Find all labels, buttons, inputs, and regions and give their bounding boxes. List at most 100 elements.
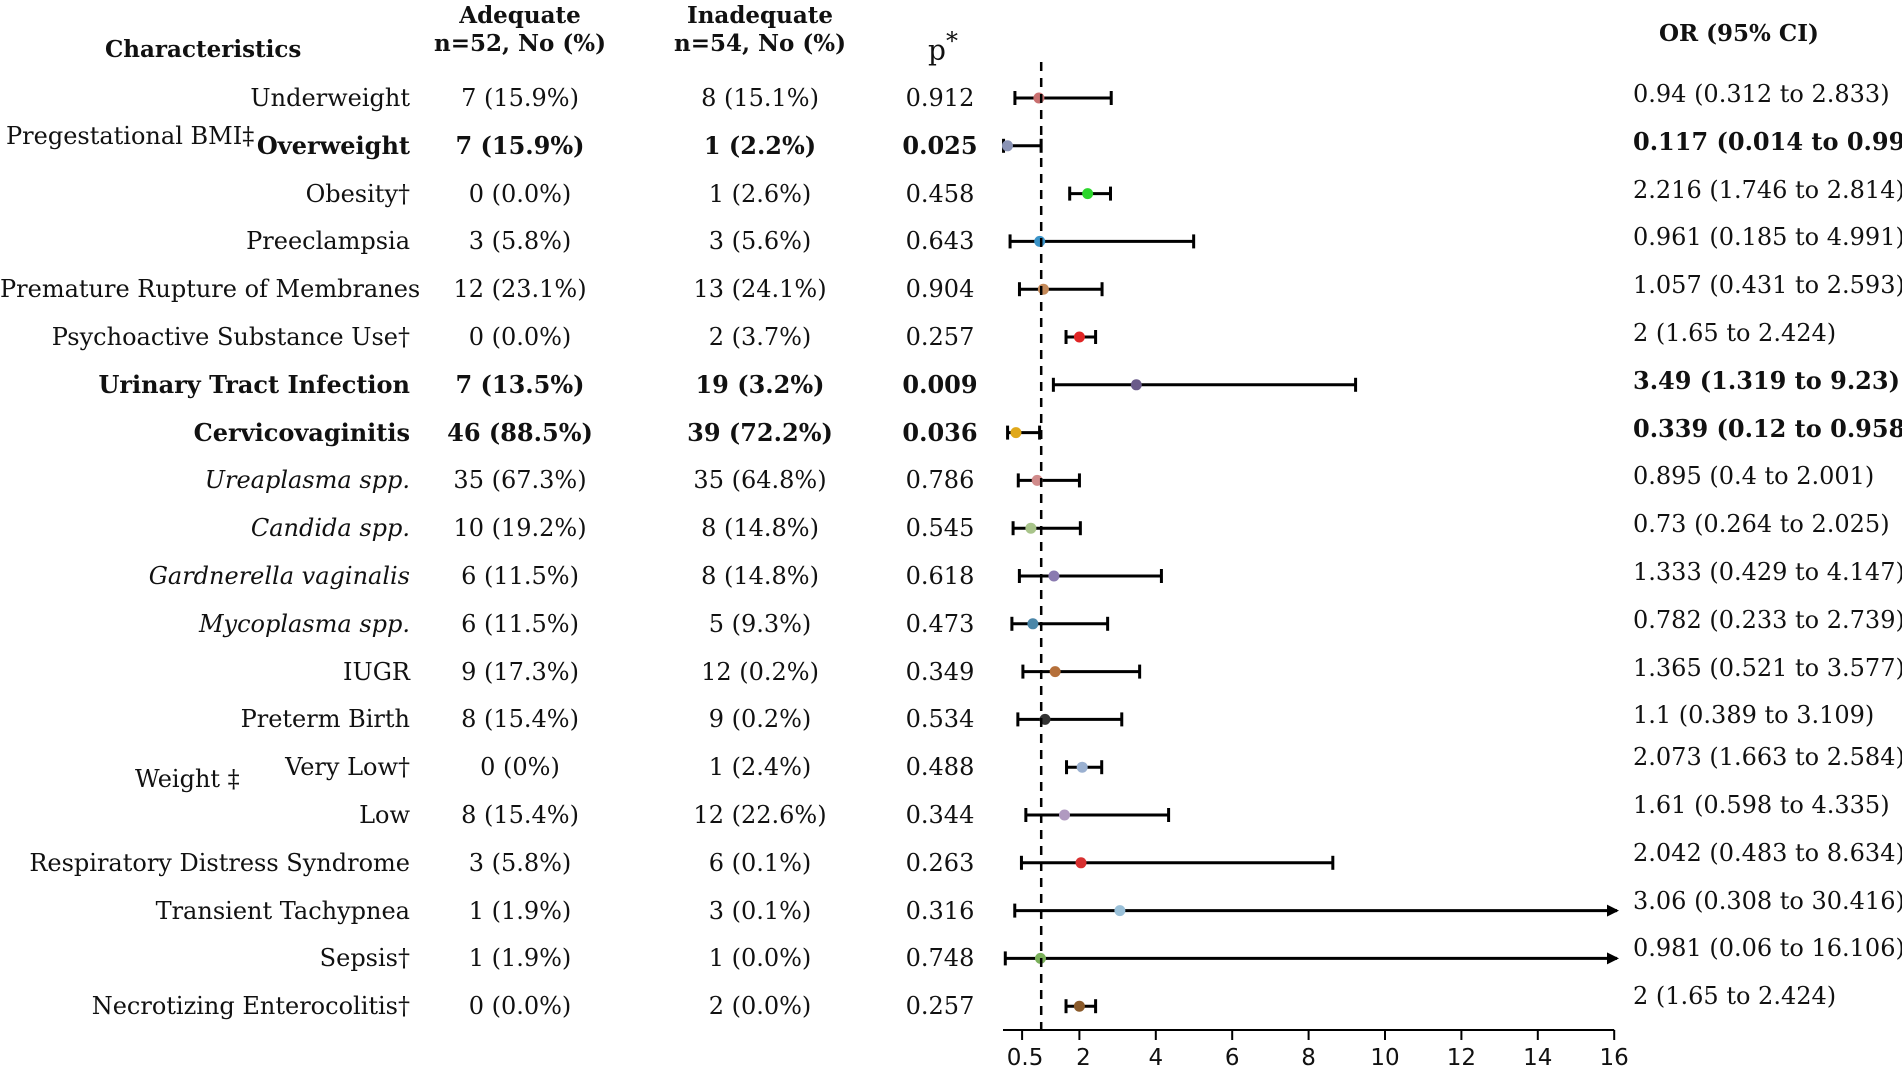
row-p-value: 0.912 [905,84,975,112]
row-p-value: 0.009 [902,369,978,399]
row-p-value: 0.257 [905,323,975,351]
row-adequate: 8 (15.4%) [461,801,579,829]
row-or-ci: 0.782 (0.233 to 2.739) [1633,605,1902,634]
row-p-value: 0.257 [905,992,975,1021]
or-point [1075,857,1087,869]
row-or-ci: 2 (1.65 to 2.424) [1633,982,1837,1011]
or-point [1027,618,1039,630]
row-label: Overweight [256,130,410,160]
row-inadequate: 1 (2.2%) [703,130,817,160]
row-inadequate: 1 (0.0%) [708,944,812,973]
or-point [1130,379,1142,391]
row-adequate: 35 (67.3%) [453,466,587,495]
x-tick-label: 14 [1523,1045,1552,1071]
row-label: Urinary Tract Infection [98,369,410,399]
x-tick-label: 4 [1148,1045,1163,1071]
row-inadequate: 8 (14.8%) [701,514,819,543]
row-label: Low [359,801,410,829]
row-adequate: 0 (0%) [480,753,560,782]
row-label: Psychoactive Substance Use† [51,323,410,351]
row-inadequate: 8 (15.1%) [701,84,819,112]
row-or-ci: 2.073 (1.663 to 2.584) [1633,743,1902,772]
row-adequate: 6 (11.5%) [461,562,579,590]
or-point [1082,188,1094,200]
row-or-ci: 0.961 (0.185 to 4.991) [1633,223,1902,252]
row-or-ci: 2.216 (1.746 to 2.814) [1633,175,1902,204]
row-label: Necrotizing Enterocolitis† [91,992,410,1021]
or-point [1114,905,1126,917]
header-adequate-line1: Adequate [459,2,581,29]
row-adequate: 0 (0.0%) [468,179,572,208]
row-adequate: 0 (0.0%) [468,323,572,351]
row-label: Preterm Birth [240,705,410,734]
or-point [1034,235,1046,247]
row-label: Transient Tachypnea [155,896,410,925]
row-adequate: 12 (23.1%) [453,275,587,304]
or-point [1033,92,1045,104]
or-point [1073,1000,1085,1012]
row-adequate: 8 (15.4%) [461,705,579,734]
row-or-ci: 1.333 (0.429 to 4.147) [1633,558,1902,586]
group-pregestational-bmi: Pregestational BMI‡ [6,122,255,150]
row-adequate: 3 (5.8%) [468,227,572,256]
header-p-star: * [945,27,958,55]
header-adequate-line2: n=52, No (%) [433,30,606,57]
header-p-value: p* [928,26,958,65]
row-p-value: 0.263 [905,848,975,877]
header-adequate: Adequate n=52, No (%) [400,2,640,58]
row-inadequate: 39 (72.2%) [687,417,833,447]
row-adequate: 7 (15.9%) [461,84,579,112]
or-point [1073,331,1085,343]
row-inadequate: 12 (22.6%) [693,801,827,829]
or-point [1010,427,1022,439]
row-p-value: 0.025 [902,130,978,160]
row-or-ci: 0.117 (0.014 to 0.998) [1633,126,1902,156]
row-label: Candida spp. [250,514,410,543]
row-inadequate: 1 (2.4%) [708,753,812,782]
row-or-ci: 0.339 (0.12 to 0.958) [1633,413,1902,443]
row-adequate: 10 (19.2%) [453,514,587,543]
row-p-value: 0.473 [905,609,975,638]
row-inadequate: 5 (9.3%) [708,609,812,638]
row-p-value: 0.534 [905,705,975,734]
header-or-ci: OR (95% CI) [1659,20,1819,47]
row-label: Mycoplasma spp. [198,609,410,638]
row-or-ci: 1.057 (0.431 to 2.593) [1633,271,1902,300]
row-inadequate: 6 (0.1%) [708,848,812,877]
x-tick-label: 16 [1600,1045,1629,1071]
row-p-value: 0.545 [905,514,975,543]
row-p-value: 0.618 [905,562,975,590]
row-or-ci: 0.981 (0.06 to 16.106) [1633,934,1902,963]
or-point [1049,666,1061,678]
header-p-letter: p [928,33,946,67]
row-label: Gardnerella vaginalis [148,562,410,590]
row-adequate: 0 (0.0%) [468,992,572,1021]
row-or-ci: 0.895 (0.4 to 2.001) [1633,462,1875,491]
or-point [1059,809,1071,821]
x-tick-label: 8 [1301,1045,1316,1071]
x-tick-label: 2 [1076,1045,1091,1071]
row-or-ci: 0.73 (0.264 to 2.025) [1633,510,1890,539]
row-inadequate: 35 (64.8%) [693,466,827,495]
x-tick-label: 10 [1370,1045,1399,1071]
row-or-ci: 1.1 (0.389 to 3.109) [1633,701,1875,730]
row-adequate: 6 (11.5%) [461,609,579,638]
x-tick-label: 0.5 [1007,1045,1044,1071]
row-label: Very Low† [285,753,410,782]
row-or-ci: 2.042 (0.483 to 8.634) [1633,838,1902,867]
row-p-value: 0.036 [902,417,978,447]
row-adequate: 3 (5.8%) [468,848,572,877]
row-or-ci: 3.49 (1.319 to 9.23) [1633,365,1900,395]
row-or-ci: 1.61 (0.598 to 4.335) [1633,791,1890,819]
row-inadequate: 8 (14.8%) [701,562,819,590]
row-adequate: 1 (1.9%) [468,944,572,973]
row-label: Obesity† [305,179,410,208]
row-p-value: 0.349 [905,657,975,686]
or-point [1001,140,1013,152]
row-or-ci: 2 (1.65 to 2.424) [1633,319,1837,347]
row-label: Sepsis† [319,944,410,973]
row-p-value: 0.344 [905,801,975,829]
row-adequate: 1 (1.9%) [468,896,572,925]
row-label: Respiratory Distress Syndrome [29,848,410,877]
